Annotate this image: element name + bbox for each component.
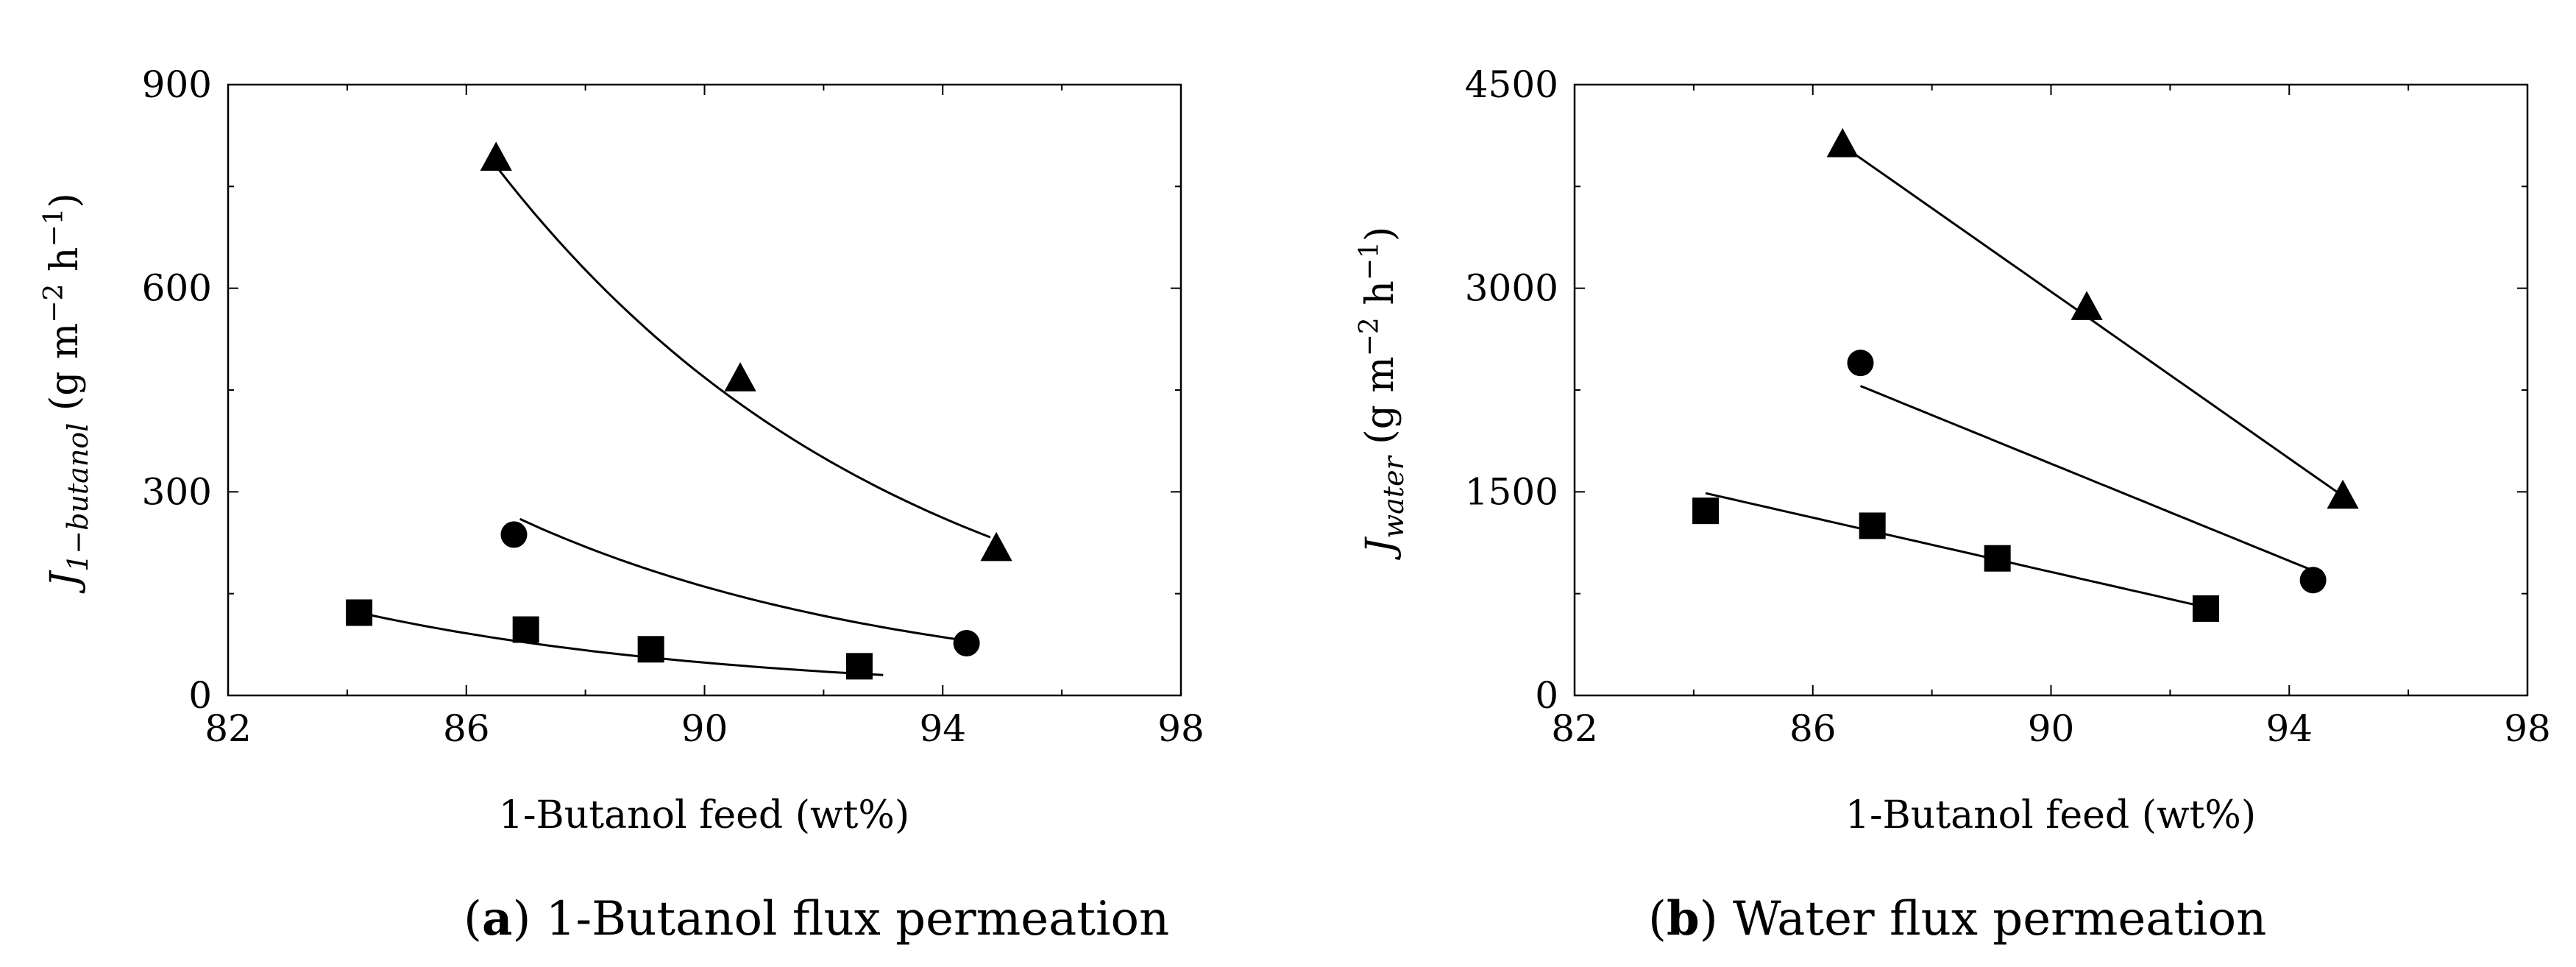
y-label-symbol-b: J <box>1358 536 1402 560</box>
fit-curves-b <box>1705 149 2338 609</box>
x-tick-label: 90 <box>2028 707 2075 750</box>
fit-curve-triangle <box>495 165 991 539</box>
marker-triangle <box>2071 291 2103 320</box>
fit-curve-square <box>1705 492 2207 609</box>
y-label-units-open-b: (g m <box>1358 356 1402 456</box>
fit-curve-circle <box>1859 385 2314 572</box>
y-label-exp1-a: −2 <box>39 284 69 323</box>
x-ticks-b: 82 86 90 94 98 <box>1551 85 2551 750</box>
marker-square <box>346 599 373 626</box>
y-label-subscript-b: water <box>1377 454 1410 538</box>
x-tick-label: 94 <box>2265 707 2313 750</box>
x-tick-label: 90 <box>681 707 728 750</box>
x-tick-label: 86 <box>1789 707 1837 750</box>
x-ticks-a: 82 86 90 94 98 <box>205 85 1204 750</box>
y-label-exp1-b: −2 <box>1355 317 1385 356</box>
y-label-units-mid-a: h <box>43 247 87 284</box>
marker-triangle <box>480 141 512 171</box>
y-label-exp2-a: −1 <box>39 208 69 247</box>
x-axis-label-a: 1-Butanol feed (wt%) <box>499 793 909 837</box>
x-tick-label: 98 <box>2504 707 2551 750</box>
y-label-units-close-a: ) <box>43 193 87 208</box>
marker-circle <box>953 629 980 656</box>
caption-text-a: 1-Butanol flux permeation <box>531 892 1169 946</box>
caption-text-b: Water flux permeation <box>1718 892 2267 946</box>
y-tick-label: 300 <box>142 470 212 513</box>
marker-square <box>845 653 873 680</box>
marker-square <box>637 636 664 663</box>
y-label-subscript-a: 1−butanol <box>62 423 94 572</box>
marker-square <box>1859 512 1886 539</box>
y-axis-label-b: Jwater (g m−2 h−1) <box>1355 227 1410 560</box>
marker-square <box>512 616 539 643</box>
marker-triangle <box>1826 128 1859 157</box>
y-tick-label: 900 <box>142 63 212 106</box>
x-tick-label: 82 <box>1551 707 1598 750</box>
plot-frame-b <box>1573 83 2529 697</box>
y-label-units-close-b: ) <box>1358 227 1402 241</box>
x-tick-label: 98 <box>1157 707 1204 750</box>
data-markers-a <box>346 141 1012 680</box>
y-tick-label: 1500 <box>1465 470 1558 513</box>
y-label-exp2-b: −1 <box>1355 241 1385 280</box>
fit-curve-triangle <box>1848 149 2338 493</box>
marker-circle <box>500 521 528 548</box>
marker-circle <box>1847 350 1874 377</box>
caption-a: (a) 1-Butanol flux permeation <box>464 891 1169 946</box>
y-ticks-b: 0 1500 3000 4500 <box>1465 63 2527 717</box>
marker-square <box>1692 497 1720 525</box>
y-axis-label-a: J1−butanol (g m−2 h−1) <box>39 193 94 594</box>
y-ticks-a: 0 300 600 900 <box>142 63 1181 717</box>
chart-panel-a: 82 86 90 94 98 0 300 600 900 1-Butanol feed (wt… <box>39 63 1204 946</box>
fit-curves-a <box>358 165 991 676</box>
y-label-units-mid-b: h <box>1358 280 1402 317</box>
x-axis-label-b: 1-Butanol feed (wt%) <box>1845 793 2256 837</box>
y-label-symbol-a: J <box>43 570 87 594</box>
y-tick-label: 0 <box>188 674 212 717</box>
marker-square <box>1984 545 2011 572</box>
y-tick-label: 0 <box>1535 674 1558 717</box>
y-label-units-open-a: (g m <box>43 323 87 423</box>
fit-curve-circle <box>519 517 961 641</box>
caption-letter-a: a <box>482 891 512 946</box>
marker-triangle <box>724 362 756 392</box>
caption-b: (b) Water flux permeation <box>1648 891 2266 946</box>
caption-letter-b: b <box>1667 891 1700 946</box>
y-tick-label: 4500 <box>1465 63 1558 106</box>
x-tick-label: 82 <box>205 707 252 750</box>
fit-curve-square <box>358 612 884 676</box>
marker-circle <box>2299 567 2327 594</box>
x-tick-label: 94 <box>919 707 966 750</box>
caption-close-b: ) <box>1700 892 1718 946</box>
marker-square <box>2192 595 2219 622</box>
caption-close-a: ) <box>512 892 531 946</box>
data-markers-b <box>1692 128 2359 622</box>
marker-triangle <box>2327 479 2359 509</box>
x-tick-label: 86 <box>443 707 490 750</box>
chart-panel-b: 82 86 90 94 98 0 1500 3000 4500 1-Butanol feed … <box>1355 63 2551 946</box>
marker-triangle <box>980 531 1012 562</box>
y-tick-label: 3000 <box>1465 267 1558 310</box>
y-tick-label: 600 <box>142 267 212 310</box>
